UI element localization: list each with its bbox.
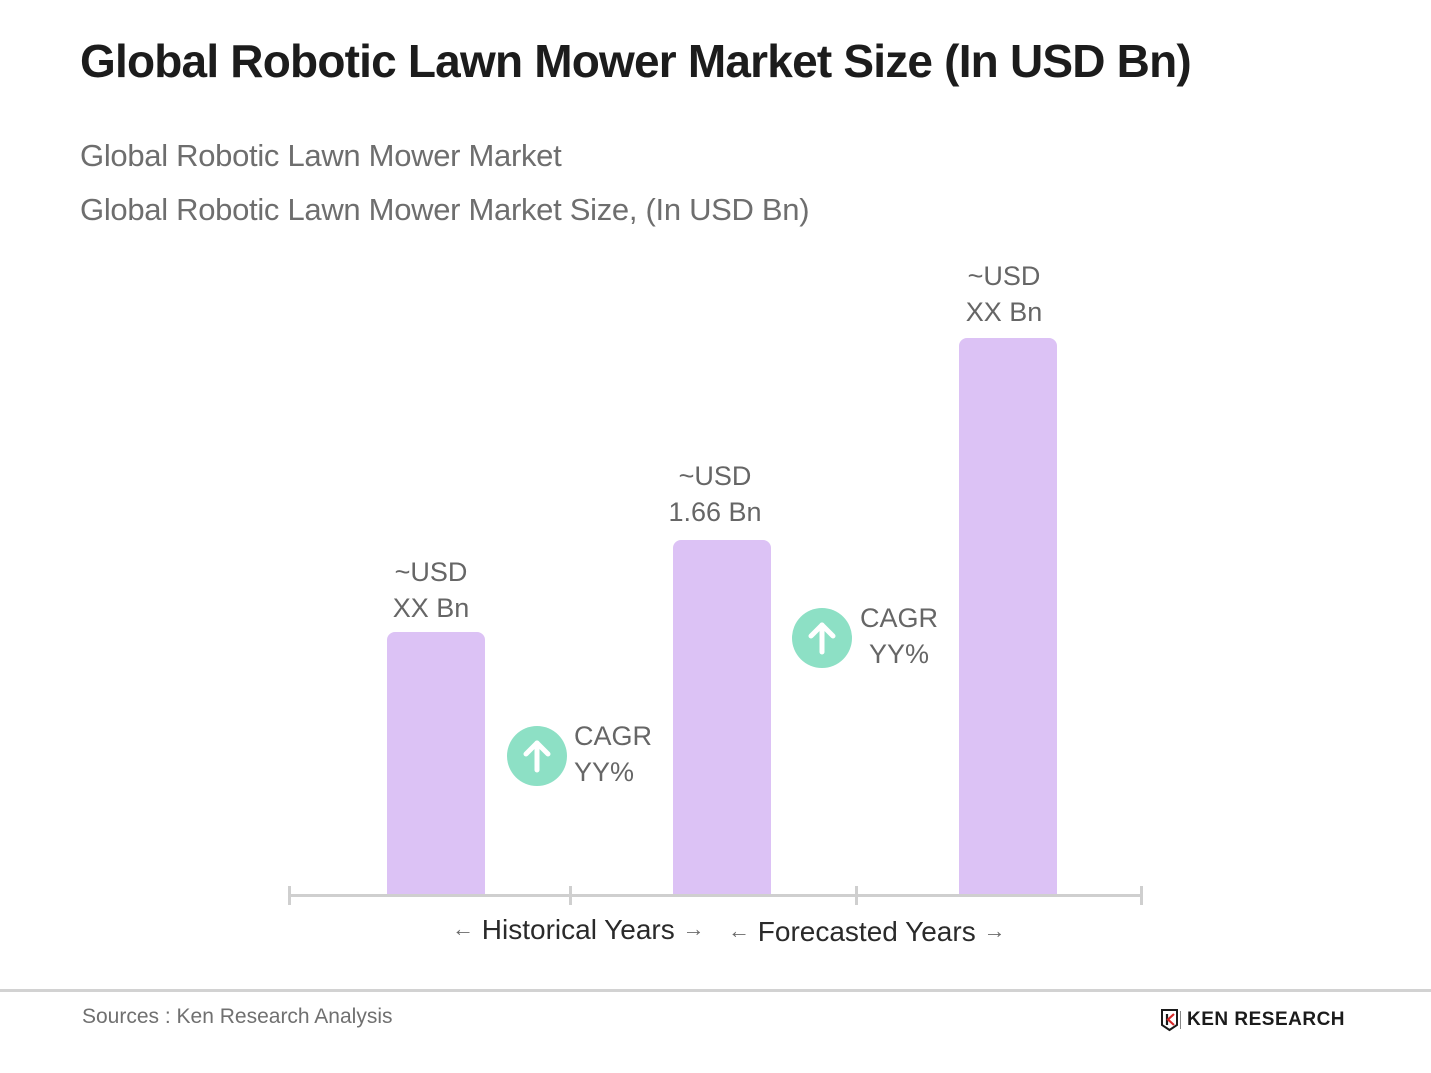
cagr-value: YY% [868, 639, 930, 669]
ken-research-logo: KEN RESEARCH [1160, 1008, 1345, 1032]
axis-tick [855, 886, 858, 905]
cagr-label-2: CAGR YY% [860, 600, 938, 672]
x-axis-line [289, 894, 1142, 897]
bar-label-line2: XX Bn [392, 593, 470, 623]
bar-label-1: ~USD XX Bn [341, 554, 521, 626]
forecasted-years-label: ← Forecasted Years → [728, 916, 1005, 948]
bar-label-line2: XX Bn [965, 297, 1043, 327]
chart-subtitle-units: Global Robotic Lawn Mower Market Size, (… [80, 192, 810, 227]
logo-text: KEN RESEARCH [1187, 1009, 1346, 1030]
ken-research-logo-icon [1161, 1009, 1181, 1032]
axis-tick [569, 886, 572, 905]
bar-label-line1: ~USD [967, 261, 1041, 291]
cagr-label-1: CAGR YY% [574, 718, 652, 790]
forecasted-text: Forecasted Years [757, 916, 976, 947]
arrow-right-icon: → [682, 916, 705, 941]
footer-divider [0, 989, 1431, 992]
source-note: Sources : Ken Research Analysis [82, 1005, 393, 1028]
axis-tick [1140, 886, 1143, 905]
chart-subtitle: Global Robotic Lawn Mower Market [80, 138, 562, 173]
arrow-right-icon: → [983, 918, 1006, 943]
cagr-value: YY% [574, 757, 635, 787]
historical-text: Historical Years [481, 914, 675, 945]
historical-years-label: ← Historical Years → [452, 914, 705, 946]
bar-historical [387, 632, 485, 895]
bar-base-year [673, 540, 771, 895]
arrow-up-icon [792, 608, 852, 668]
bar-label-line2: 1.66 Bn [668, 497, 762, 527]
arrow-up-icon [507, 726, 567, 786]
bar-label-2: ~USD 1.66 Bn [625, 458, 805, 530]
axis-tick [288, 886, 291, 905]
cagr-title: CAGR [574, 721, 653, 751]
chart-title: Global Robotic Lawn Mower Market Size (I… [80, 35, 1192, 87]
arrow-left-icon: ← [452, 916, 474, 941]
bar-label-3: ~USD XX Bn [914, 258, 1094, 330]
bar-label-line1: ~USD [678, 461, 752, 491]
bar-forecast [959, 338, 1057, 895]
bar-label-line1: ~USD [394, 557, 468, 587]
cagr-title: CAGR [860, 603, 939, 633]
arrow-left-icon: ← [728, 918, 750, 943]
